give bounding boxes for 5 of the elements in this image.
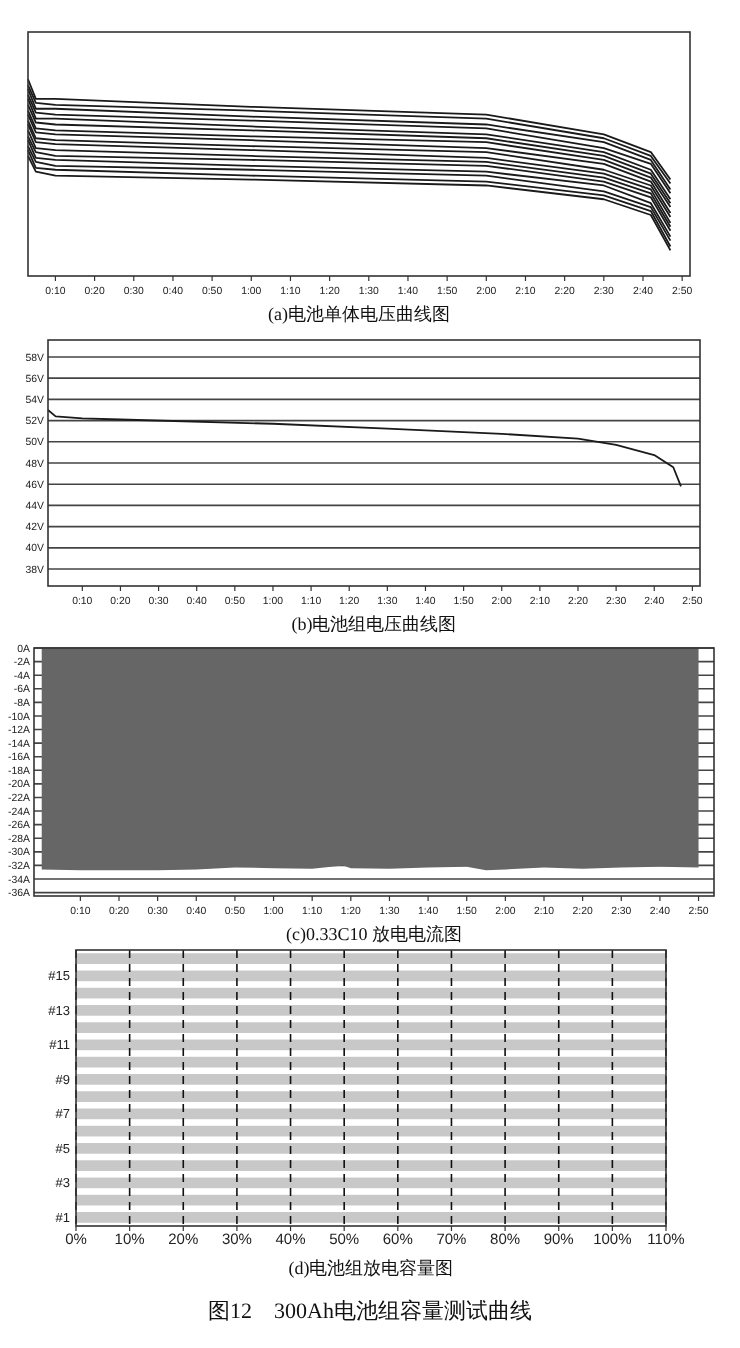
text: (b)电池组电压曲线图	[291, 614, 457, 634]
text: (a)电池单体电压曲线图	[268, 304, 450, 324]
caption: 图12 300Ah电池组容量测试曲线	[208, 1298, 532, 1324]
text: (d)电池组放电容量图	[288, 1258, 454, 1278]
text: (c)0.33C10 放电电流图	[286, 924, 462, 944]
